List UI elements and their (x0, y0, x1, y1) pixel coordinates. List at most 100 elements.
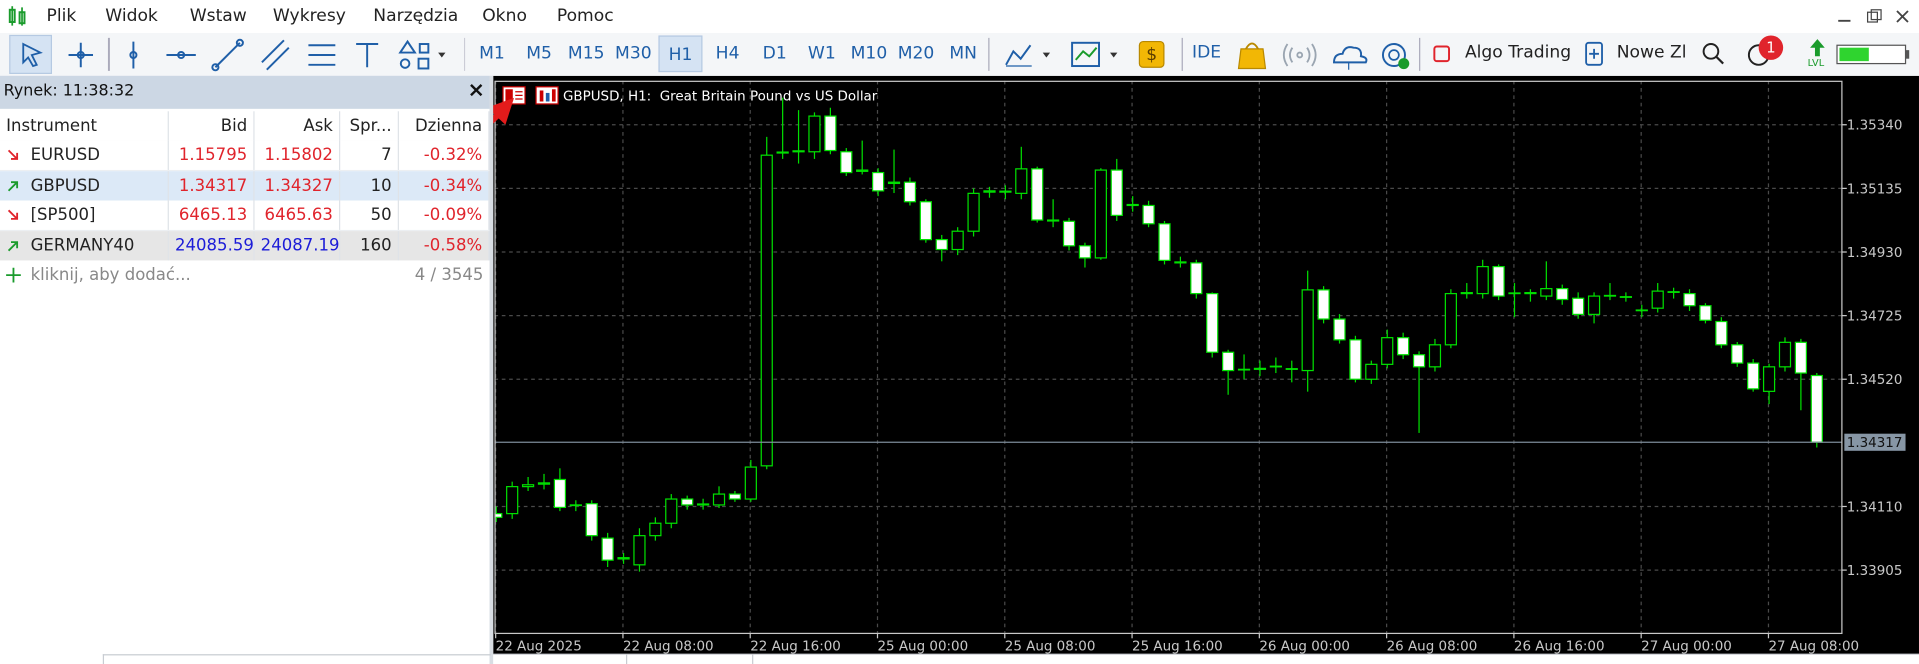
timeframe-button[interactable]: H4 (715, 44, 740, 64)
candle-body (521, 484, 535, 488)
candle-body (1062, 220, 1076, 247)
instrument-row[interactable]: [SP500] 6465.13 6465.63 50 -0.09% (0, 200, 490, 232)
candle (1301, 270, 1314, 392)
candle-body (1031, 168, 1044, 221)
x-tick-label: 26 Aug 16:00 (1514, 640, 1605, 655)
candle (1015, 146, 1028, 200)
candle-body (856, 169, 869, 172)
candle-body (935, 238, 948, 251)
algo-icon (1433, 45, 1451, 63)
candle-body (808, 115, 821, 153)
candle (1794, 338, 1808, 411)
candle-body (1333, 318, 1346, 341)
candle-body (1206, 292, 1219, 353)
candle-body (1253, 367, 1267, 370)
candle-body (649, 522, 662, 537)
candle (840, 148, 853, 176)
candle (1651, 283, 1664, 313)
trend-icon (7, 180, 19, 191)
column-header[interactable]: Bid (169, 111, 255, 141)
x-tick-label: 26 Aug 00:00 (1259, 640, 1350, 655)
candle-body (601, 537, 614, 561)
table-cell: 24087.19 (255, 230, 341, 261)
candle-body (1158, 223, 1171, 261)
candle-body (1667, 291, 1680, 293)
timeframe-button[interactable]: M30 (615, 44, 652, 64)
market-table: Instrument Bid Ask Spr... Dzienna EURUSD 1.157… (0, 111, 490, 356)
table-cell: 50 (340, 200, 399, 231)
timeframe-button[interactable]: M15 (567, 44, 605, 64)
timeframe-button[interactable]: MN (949, 44, 977, 64)
candle (1062, 217, 1076, 251)
candle-body (665, 498, 678, 524)
chart-tools[interactable]: $ (986, 33, 1427, 76)
menu-item[interactable]: Wstaw (189, 6, 247, 26)
window-controls[interactable] (1831, 7, 1917, 27)
candle (1731, 342, 1744, 367)
menu-item[interactable]: Pomoc (556, 6, 614, 26)
candle (1747, 359, 1760, 392)
timeframe-button[interactable]: M5 (526, 44, 552, 64)
candle-body (712, 493, 726, 506)
candle-body (983, 190, 996, 193)
menu-item[interactable]: Narzędzia (373, 6, 459, 26)
candle (1715, 317, 1728, 349)
level-icon (1810, 39, 1825, 57)
candle (537, 473, 551, 490)
candle (1174, 256, 1187, 268)
candle (1253, 360, 1267, 377)
timeframe-button[interactable]: H1 (658, 35, 703, 73)
candle-body (1222, 351, 1235, 372)
candle-body (1317, 289, 1330, 320)
new-order-button[interactable]: Nowe Zl (1616, 42, 1687, 63)
candle-body (824, 115, 837, 152)
panel-header: Rynek: 11:38:32 × (0, 75, 490, 109)
instrument-row[interactable]: GERMANY40 24085.59 24087.19 160 -0.58% (0, 230, 490, 262)
timeframe-button[interactable]: M10 (850, 44, 888, 64)
table-cell: GERMANY40 (24, 230, 169, 261)
candle (1126, 196, 1139, 212)
candle-body (1190, 262, 1203, 295)
add-row[interactable]: kliknij, aby dodać... 4 / 3545 (0, 260, 490, 291)
candle (1333, 314, 1346, 344)
add-hint: kliknij, aby dodać... (30, 265, 191, 286)
candle-body (1237, 368, 1251, 371)
candle (1460, 283, 1473, 299)
instrument-row[interactable]: EURUSD 1.15795 1.15802 7 -0.32% (0, 140, 490, 172)
menu-item[interactable]: Widok (105, 6, 158, 26)
table-cell: 24085.59 (169, 230, 255, 261)
chart: 1.35340 1.35135 1.34930 1.34725 1.34520 1.341… (493, 75, 1919, 664)
timeframe-button[interactable]: D1 (762, 44, 787, 64)
candle (1762, 363, 1776, 405)
menu-item[interactable]: Okno (482, 6, 527, 26)
timeframe-button[interactable]: W1 (807, 44, 836, 64)
candle (1556, 284, 1569, 305)
column-header[interactable]: Dzienna (399, 111, 490, 141)
candle (1476, 259, 1489, 299)
menu-item[interactable]: Plik (46, 6, 77, 26)
candle (1428, 338, 1442, 372)
ide-button[interactable]: IDE (1192, 42, 1222, 63)
x-tick-label: 22 Aug 2025 (496, 640, 582, 655)
column-header[interactable]: Instrument (0, 111, 169, 141)
candle-body (1715, 320, 1728, 346)
timeframe-button[interactable]: M20 (897, 44, 935, 64)
trend-arrow (7, 209, 19, 221)
candle-body (1731, 344, 1744, 364)
instrument-row[interactable]: GBPUSD 1.34317 1.34327 10 -0.34% (0, 170, 490, 202)
algo-trading-button[interactable]: Algo Trading (1464, 42, 1572, 63)
candle (744, 459, 757, 502)
menu-item[interactable]: Wykresy (272, 6, 346, 26)
column-header[interactable]: Ask (255, 111, 341, 141)
candle-body (569, 504, 582, 507)
timeframe-button[interactable]: M1 (479, 44, 505, 64)
candle-body (681, 498, 694, 506)
drawing-tools[interactable] (0, 33, 466, 76)
candle (1683, 289, 1696, 311)
trend-arrow (7, 180, 19, 191)
close-button[interactable]: × (467, 78, 485, 103)
column-header[interactable]: Spr... (340, 111, 399, 141)
search-icon[interactable] (1701, 42, 1725, 66)
candle (585, 500, 598, 541)
